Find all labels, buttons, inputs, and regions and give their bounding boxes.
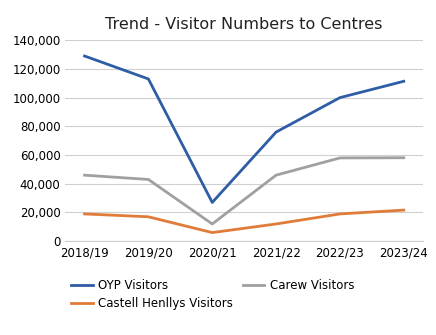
OYP Visitors [401,79,406,83]
Carew Visitors [210,222,215,226]
OYP Visitors [82,54,87,58]
Castell Henllys Visitors [82,212,87,216]
OYP Visitors [146,77,151,81]
Legend: OYP Visitors, Castell Henllys Visitors, Carew Visitors: OYP Visitors, Castell Henllys Visitors, … [72,279,354,310]
Line: OYP Visitors: OYP Visitors [85,56,404,202]
Carew Visitors [401,156,406,160]
Carew Visitors [146,178,151,182]
Line: Castell Henllys Visitors: Castell Henllys Visitors [85,210,404,232]
Carew Visitors [273,173,279,177]
OYP Visitors [210,200,215,204]
OYP Visitors [273,130,279,134]
Carew Visitors [337,156,343,160]
Castell Henllys Visitors [273,222,279,226]
Castell Henllys Visitors [146,215,151,219]
Title: Trend - Visitor Numbers to Centres: Trend - Visitor Numbers to Centres [106,17,383,32]
OYP Visitors [337,95,343,99]
Castell Henllys Visitors [337,212,343,216]
Carew Visitors [82,173,87,177]
Line: Carew Visitors: Carew Visitors [85,158,404,224]
Castell Henllys Visitors [401,208,406,212]
Castell Henllys Visitors [210,230,215,234]
